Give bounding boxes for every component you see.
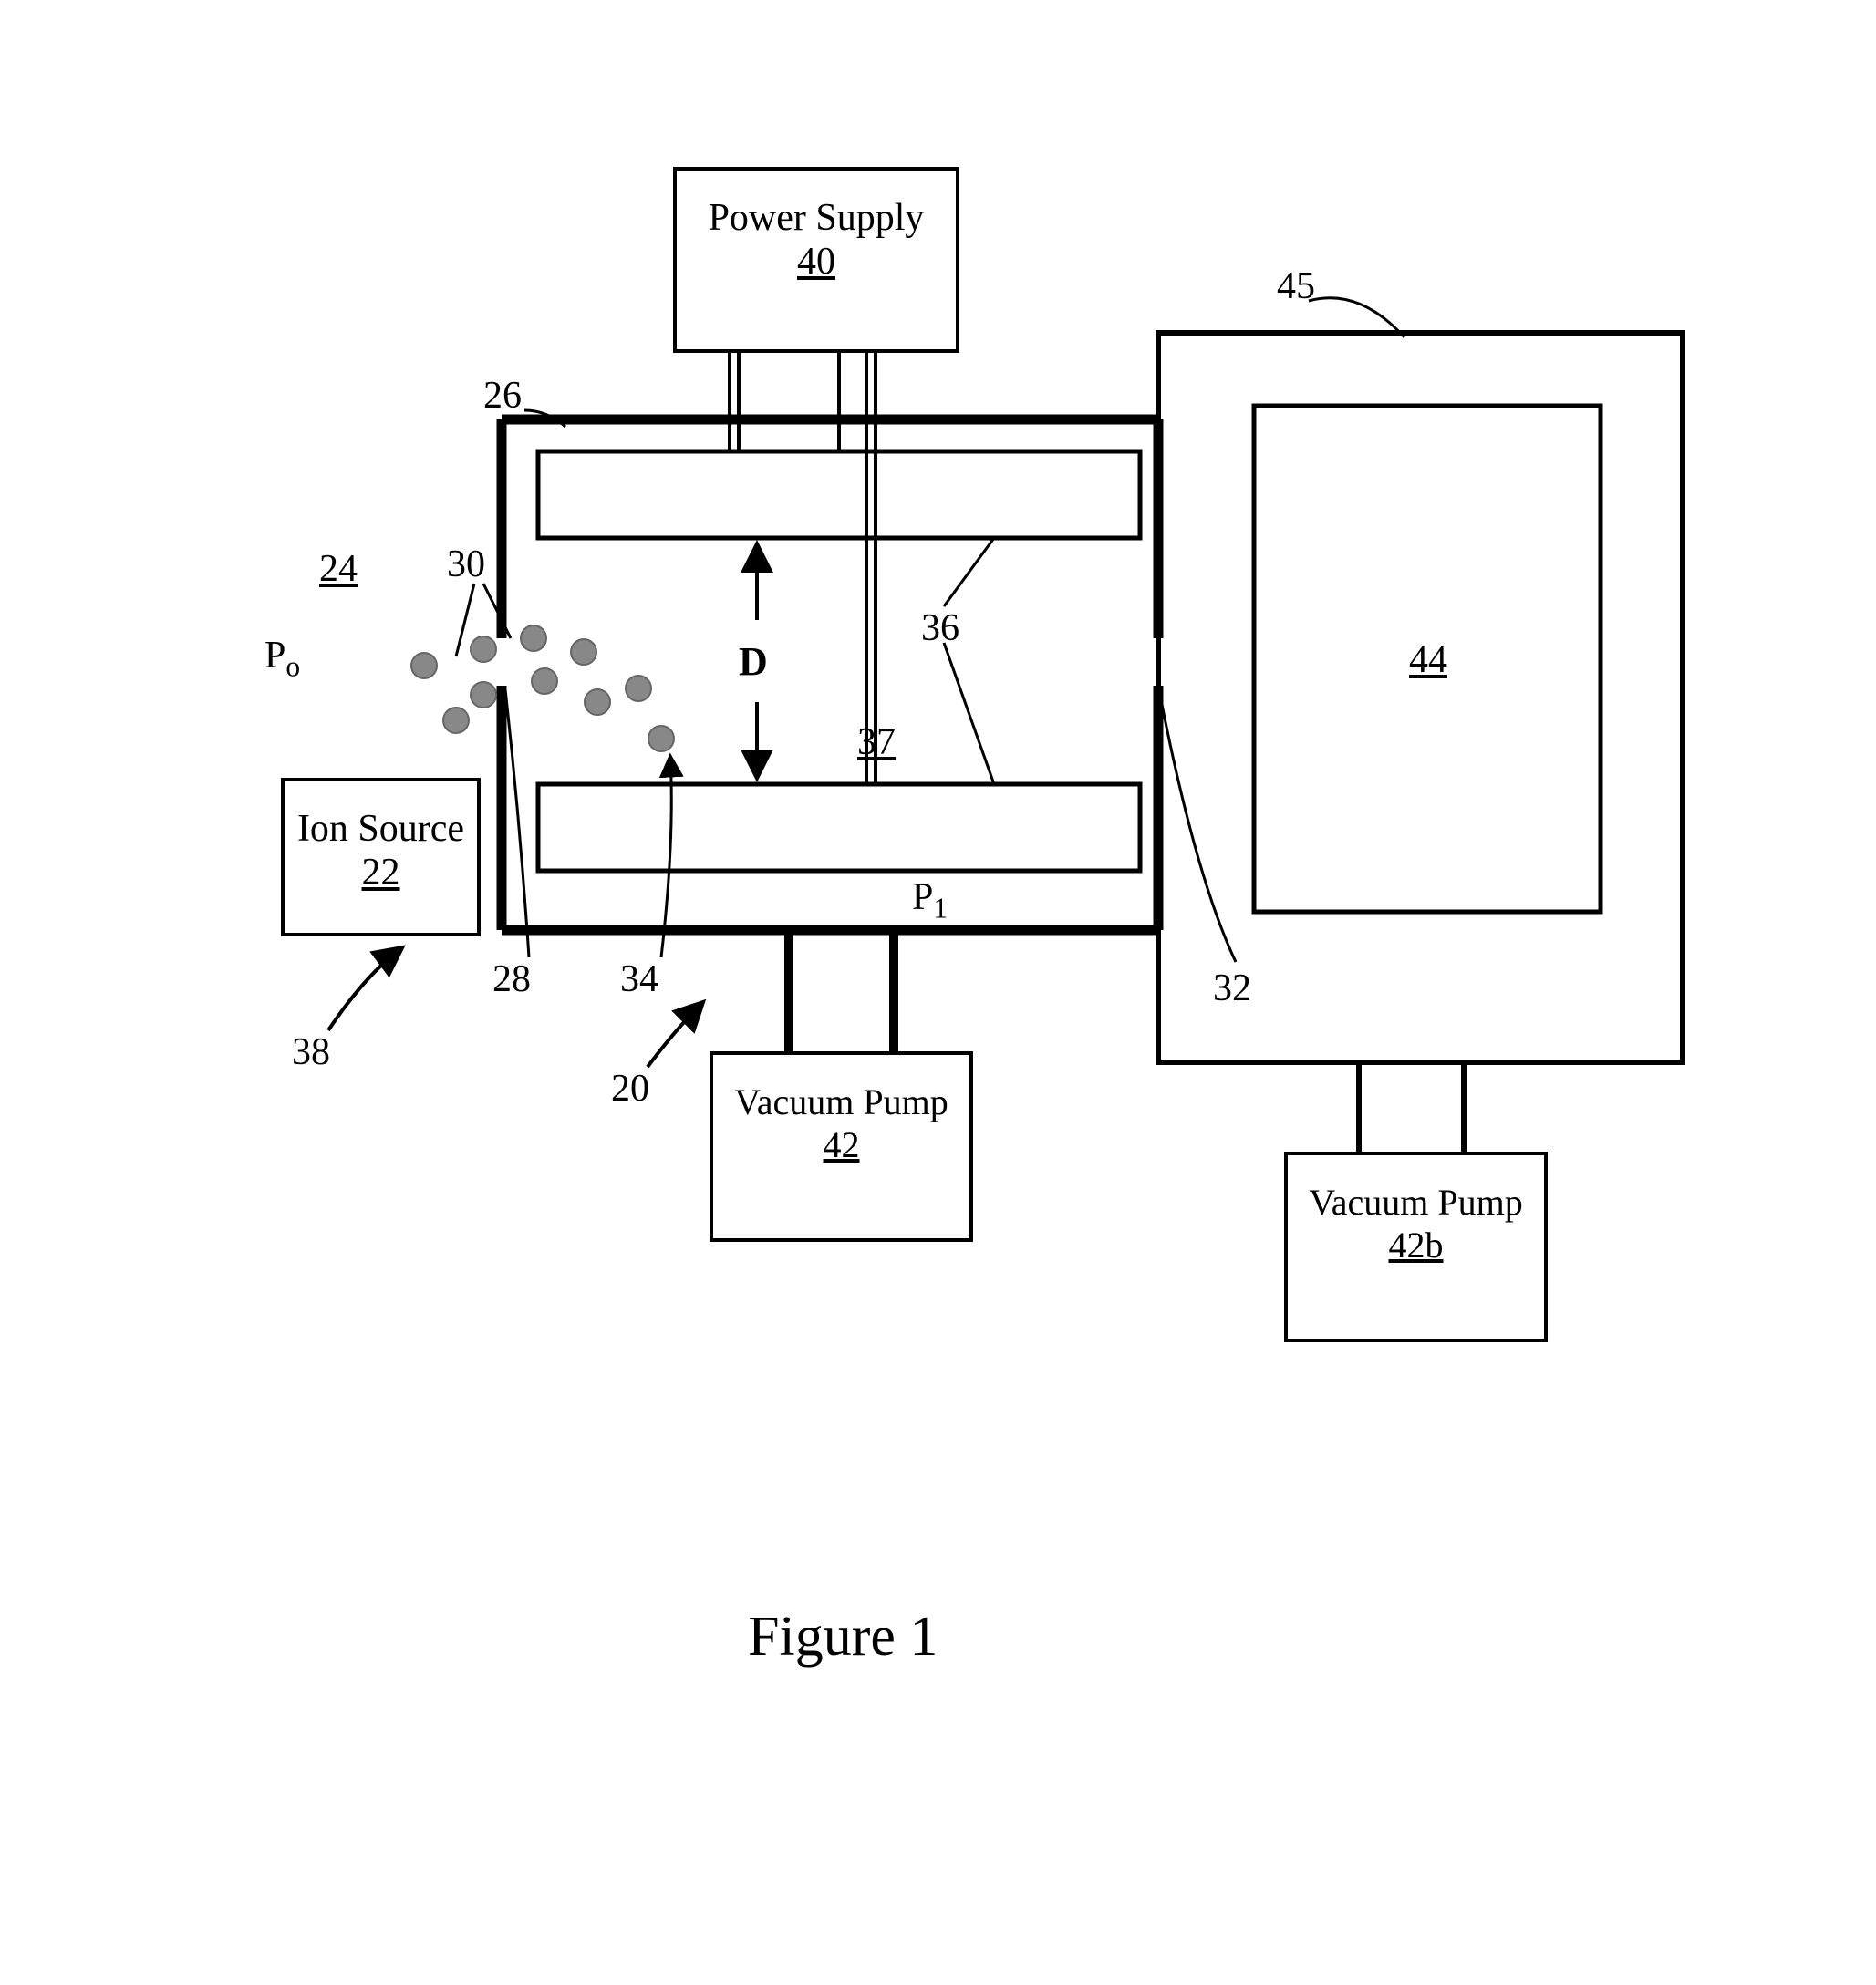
label-30: 30 — [447, 543, 485, 586]
vacuum-pump-1-label: Vacuum Pump 42 — [720, 1080, 962, 1166]
label-P1: P1 — [912, 875, 948, 925]
label-26: 26 — [483, 374, 522, 418]
label-D: D — [739, 638, 768, 685]
diagram-svg — [0, 0, 1876, 1985]
ion-source-label: Ion Source 22 — [292, 807, 470, 894]
power-supply-label: Power Supply 40 — [684, 196, 948, 284]
label-20: 20 — [611, 1067, 649, 1111]
vacuum-pump-2-label: Vacuum Pump 42b — [1295, 1181, 1537, 1266]
label-36: 36 — [921, 606, 959, 650]
label-37: 37 — [857, 720, 896, 764]
label-32: 32 — [1213, 967, 1251, 1010]
figure-caption: Figure 1 — [748, 1605, 938, 1670]
label-44: 44 — [1409, 638, 1447, 682]
label-24: 24 — [319, 547, 358, 591]
label-28: 28 — [492, 957, 531, 1001]
diagram-stage: 24 Po 26 30 D 36 37 P1 34 28 38 20 45 44… — [0, 0, 1876, 1985]
label-45: 45 — [1277, 264, 1315, 308]
label-38: 38 — [292, 1030, 330, 1074]
label-Po: Po — [264, 634, 300, 683]
label-34: 34 — [620, 957, 658, 1001]
